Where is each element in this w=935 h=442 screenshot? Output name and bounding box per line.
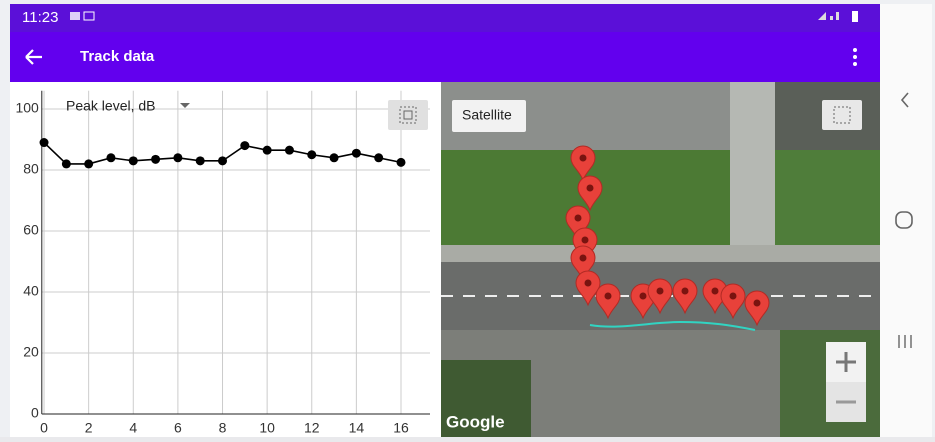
x-tick-label: 4 <box>129 420 137 436</box>
nav-bar <box>880 4 932 437</box>
map-pin-dot <box>605 293 612 300</box>
overflow-menu[interactable] <box>853 48 857 66</box>
map-pin-dot <box>682 288 689 295</box>
x-tick-label: 10 <box>259 420 275 436</box>
map-pin-dot <box>580 155 587 162</box>
data-point <box>218 156 227 165</box>
map-pin-dot <box>657 288 664 295</box>
map-attribution: Google <box>446 412 505 431</box>
status-bar <box>10 4 880 32</box>
map[interactable] <box>441 82 880 437</box>
app-title: Track data <box>80 48 155 65</box>
data-point <box>352 149 361 158</box>
data-point <box>263 146 272 155</box>
data-point <box>40 138 49 147</box>
data-point <box>240 141 249 150</box>
map-pin-dot <box>754 300 761 307</box>
data-point <box>129 156 138 165</box>
y-tick-label: 60 <box>23 222 39 238</box>
data-point <box>173 153 182 162</box>
map-pin-dot <box>585 280 592 287</box>
status-time: 11:23 <box>22 9 58 26</box>
y-tick-label: 80 <box>23 161 39 177</box>
y-tick-label: 20 <box>23 344 39 360</box>
data-point <box>396 158 405 167</box>
map-pin-dot <box>712 288 719 295</box>
data-point <box>307 150 316 159</box>
y-tick-label: 0 <box>31 405 39 421</box>
data-point <box>330 153 339 162</box>
data-point <box>62 159 71 168</box>
x-tick-label: 14 <box>349 420 365 436</box>
data-point <box>106 153 115 162</box>
x-tick-label: 0 <box>40 420 48 436</box>
map-pin-dot <box>587 185 594 192</box>
screen: 11:23 Track data 0 20 40 60 80 100 0 2 4 6 8 10 12 14… <box>0 0 935 437</box>
status-icon <box>70 12 80 20</box>
x-tick-label: 2 <box>85 420 93 436</box>
metric-dropdown[interactable]: Peak level, dB <box>66 98 156 114</box>
map-pin-dot <box>575 215 582 222</box>
data-point <box>285 146 294 155</box>
map-pin-dot <box>730 293 737 300</box>
x-tick-label: 16 <box>393 420 409 436</box>
map-pin-dot <box>582 237 589 244</box>
chart-panel <box>10 82 441 437</box>
x-tick-label: 8 <box>219 420 227 436</box>
y-tick-label: 40 <box>23 283 39 299</box>
x-tick-label: 12 <box>304 420 320 436</box>
x-tick-label: 6 <box>174 420 182 436</box>
map-pin-dot <box>640 293 647 300</box>
map-fullscreen-button[interactable] <box>822 100 862 130</box>
page: 11:23 Track data 0 20 40 60 80 100 0 2 4 6 8 10 12 14… <box>0 0 935 437</box>
battery-icon <box>852 11 858 22</box>
map-pin-dot <box>580 255 587 262</box>
data-point <box>196 156 205 165</box>
satellite-label: Satellite <box>462 107 512 123</box>
data-point <box>151 155 160 164</box>
fullscreen-button[interactable] <box>388 100 428 130</box>
y-tick-label: 100 <box>15 100 39 116</box>
data-point <box>374 153 383 162</box>
data-point <box>84 159 93 168</box>
